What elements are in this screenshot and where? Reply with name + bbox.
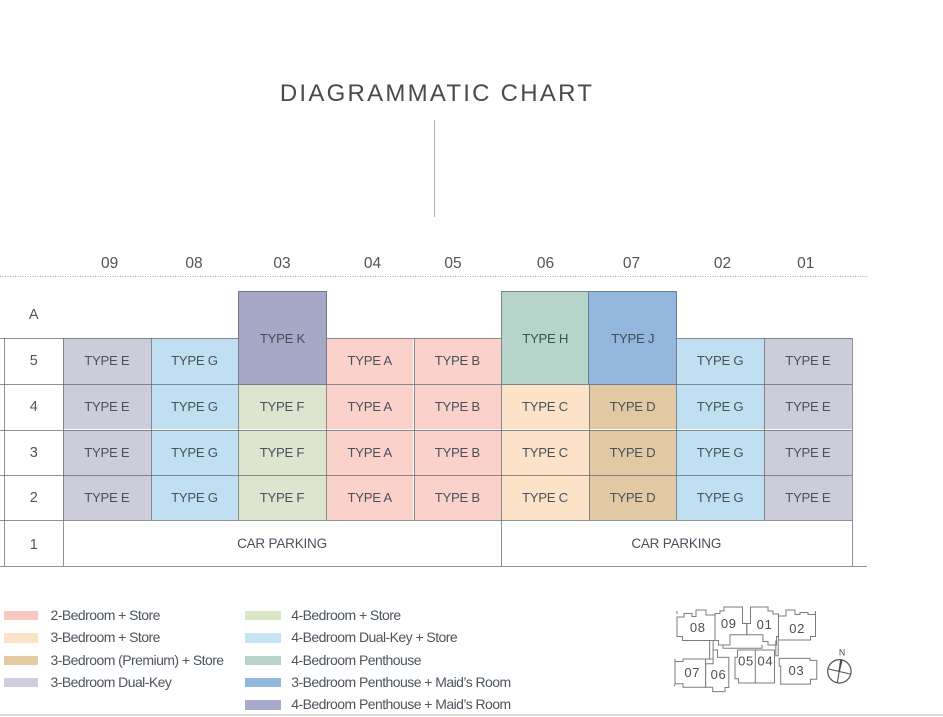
svg-text:N: N [839, 647, 845, 657]
svg-text:08: 08 [690, 620, 706, 635]
svg-text:01: 01 [757, 617, 773, 632]
svg-text:05: 05 [738, 653, 754, 668]
svg-text:07: 07 [684, 665, 700, 680]
svg-text:09: 09 [721, 616, 737, 631]
svg-text:02: 02 [789, 621, 805, 636]
svg-text:06: 06 [711, 667, 727, 682]
svg-text:04: 04 [757, 653, 773, 668]
svg-text:03: 03 [788, 663, 804, 678]
